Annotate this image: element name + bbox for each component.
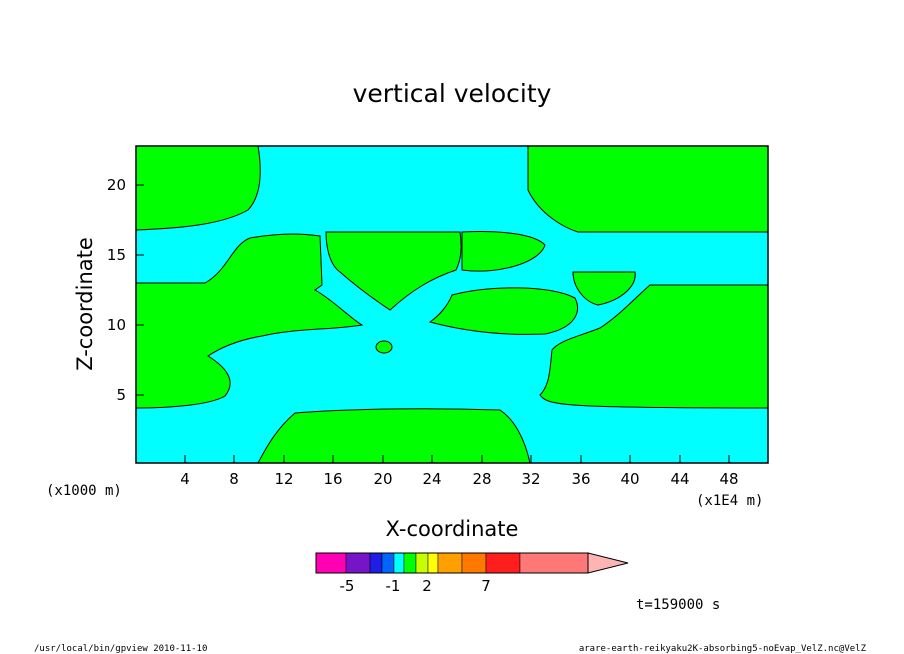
y-tick-label: 15	[107, 246, 126, 264]
updraft-regions	[135, 145, 769, 464]
x-tick-marks	[184, 455, 730, 463]
x-tick-label: 28	[472, 470, 491, 488]
colorbar-labels: -5 -1 2 7	[340, 577, 491, 595]
colorbar-cell	[369, 552, 383, 574]
x-tick-label: 32	[521, 470, 540, 488]
x-tick-label: 36	[571, 470, 590, 488]
region-center-lens	[428, 287, 578, 335]
colorbar-cell	[427, 552, 439, 574]
colorbar-cell	[393, 552, 405, 574]
colorbar-cell	[461, 552, 487, 574]
x-tick-labels: 4 8 12 16 20 24 28 32 36 40 44 48	[180, 470, 738, 488]
colorbar-cell	[345, 552, 371, 574]
region-right-lower	[539, 284, 769, 409]
colorbar-label: -5	[340, 577, 355, 595]
x-tick-label: 8	[229, 470, 239, 488]
plot-area	[135, 145, 769, 464]
time-label: t=159000 s	[636, 597, 720, 613]
colorbar-extend-arrow	[587, 552, 629, 574]
colorbar-cell	[437, 552, 463, 574]
colorbar: -5 -1 2 7	[315, 552, 629, 595]
colorbar-cell	[519, 552, 589, 574]
region-upper-center-right	[461, 231, 546, 272]
x-scale-note: (x1E4 m)	[696, 493, 763, 509]
colorbar-label: 7	[481, 577, 491, 595]
y-tick-label: 5	[116, 386, 126, 404]
x-tick-label: 24	[422, 470, 441, 488]
x-tick-label: 44	[670, 470, 689, 488]
x-tick-label: 40	[620, 470, 639, 488]
x-tick-label: 20	[373, 470, 392, 488]
region-small-blob	[375, 340, 393, 354]
colorbar-label: -1	[386, 577, 401, 595]
colorbar-cell	[381, 552, 395, 574]
x-tick-label: 16	[323, 470, 342, 488]
x-tick-label: 4	[180, 470, 190, 488]
footer-right: arare-earth-reikyaku2K-absorbing5-noEvap…	[579, 644, 867, 654]
y-tick-label: 20	[107, 176, 126, 194]
y-tick-marks	[136, 184, 144, 396]
y-axis-title: Z-coordinate	[73, 237, 97, 371]
region-right-small	[572, 271, 636, 306]
colorbar-label: 2	[422, 577, 432, 595]
colorbar-frame	[315, 552, 589, 574]
x-tick-label: 12	[274, 470, 293, 488]
region-mid-left	[135, 233, 364, 409]
colorbar-cell	[485, 552, 521, 574]
colorbar-cell	[315, 552, 347, 574]
region-bottom	[257, 408, 531, 464]
region-upper-center-left	[325, 231, 462, 311]
colorbar-cells	[315, 552, 589, 574]
y-tick-label: 10	[107, 316, 126, 334]
colorbar-cell	[403, 552, 417, 574]
plot-frame	[135, 145, 769, 464]
colorbar-cell	[415, 552, 429, 574]
x-axis-title: X-coordinate	[386, 517, 519, 541]
region-top-left	[135, 145, 261, 231]
x-tick-label: 48	[719, 470, 738, 488]
y-tick-labels: 5 10 15 20	[107, 176, 126, 404]
x-unit-label: (x1000 m)	[46, 483, 122, 499]
region-top-right	[527, 145, 769, 233]
footer-left: /usr/local/bin/gpview 2010-11-10	[34, 644, 207, 654]
chart-title: vertical velocity	[353, 79, 552, 108]
